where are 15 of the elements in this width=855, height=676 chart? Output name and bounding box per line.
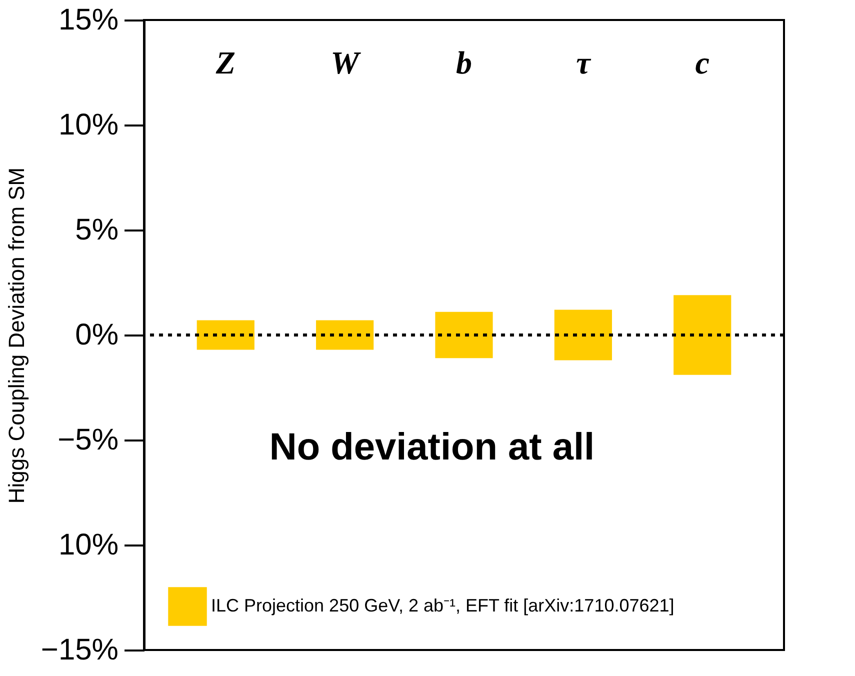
- y-axis-title: Higgs Coupling Deviation from SM: [4, 167, 29, 504]
- y-tick-label: 10%: [58, 528, 118, 562]
- y-tick-label: 5%: [75, 214, 118, 246]
- y-tick-label: 0%: [75, 318, 118, 352]
- x-tick-label: c: [695, 44, 710, 80]
- x-tick-label: W: [330, 44, 362, 80]
- x-tick-label: Z: [214, 44, 236, 80]
- annotation: No deviation at all: [269, 426, 595, 468]
- legend-label: ILC Projection 250 GeV, 2 ab⁻¹, EFT fit [arXiv:1710.07621]: [211, 596, 674, 616]
- x-tick-label: b: [456, 44, 472, 80]
- y-tick-label: −5%: [58, 424, 118, 456]
- y-tick-label: −15%: [40, 634, 118, 666]
- y-tick-label: 10%: [58, 108, 118, 142]
- y-tick-label: 15%: [58, 4, 118, 36]
- x-tick-label: τ: [576, 44, 592, 80]
